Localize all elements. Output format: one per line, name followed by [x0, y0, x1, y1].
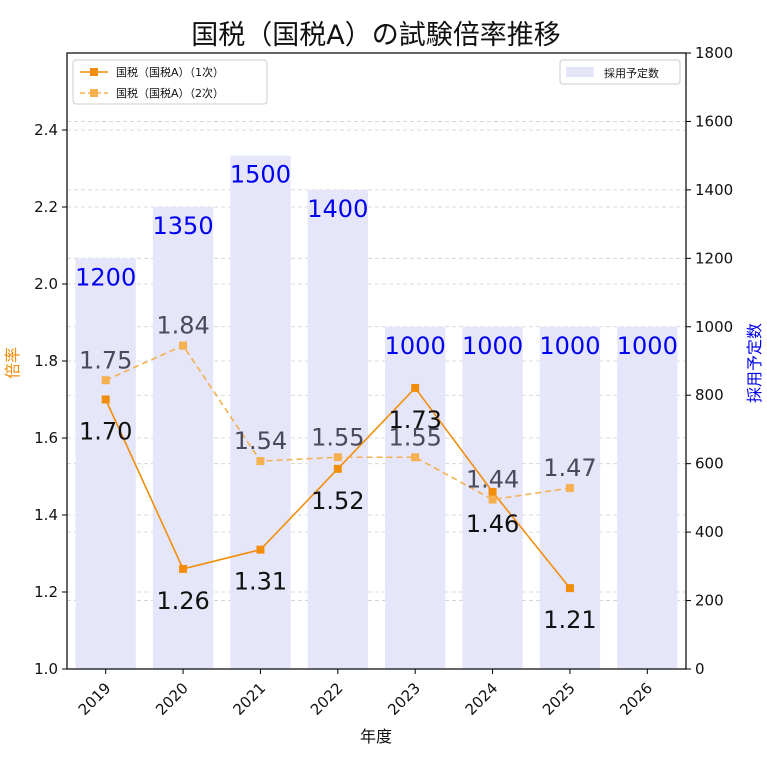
- bar-label-2024: 1000: [462, 332, 523, 360]
- bar-labels-group: 1200 1350 1500 1400 1000 1000 1000 1000: [75, 161, 678, 360]
- right-tick-label: 0: [695, 660, 705, 678]
- series-2-point-2021: [256, 457, 265, 466]
- left-axis: 1.0 1.2 1.4 1.6 1.8 2.0 2.2 2.4: [34, 121, 67, 678]
- x-tick-label-2020: 2020: [152, 679, 192, 719]
- series-1-point-2024: [488, 487, 497, 496]
- legend-marker-1: [90, 68, 98, 76]
- bar-2021: [230, 155, 291, 669]
- bar-label-2026: 1000: [617, 332, 678, 360]
- series-2-label-2025: 1.47: [543, 454, 596, 482]
- lines-group: [101, 341, 574, 593]
- legend-lines-box: [72, 59, 268, 105]
- legend-marker-2: [90, 89, 98, 97]
- bars-group: [75, 155, 678, 669]
- series-2-label-2021: 1.54: [234, 427, 287, 455]
- bar-2025: [539, 326, 601, 669]
- point-labels-group: 1.70 1.26 1.31 1.52 1.73 1.46 1.21 1.75 1.84 1.54…: [79, 312, 597, 635]
- series-1-label-2025: 1.21: [543, 606, 596, 634]
- x-tick-label-2022: 2022: [307, 679, 347, 719]
- bar-label-2020: 1350: [153, 212, 214, 240]
- series-2-label-2023: 1.55: [388, 423, 441, 451]
- series-2-label-2024: 1.44: [466, 466, 519, 494]
- left-tick-label: 2.0: [34, 275, 58, 293]
- series-1-label-2021: 1.31: [234, 568, 287, 596]
- bar-2020: [152, 207, 214, 669]
- left-tick-label: 1.6: [34, 429, 58, 447]
- right-axis-label: 採用予定数: [745, 323, 764, 403]
- left-tick-label: 2.2: [34, 198, 58, 216]
- legend-lines: 国税（国税A）（1次） 国税（国税A）（2次）: [72, 59, 268, 105]
- bar-label-2022: 1400: [307, 195, 368, 223]
- legend-bar-swatch: [566, 67, 594, 77]
- right-tick-label: 1800: [695, 44, 733, 62]
- series-2-point-2022: [333, 453, 342, 462]
- left-tick-label: 1.4: [34, 506, 58, 524]
- left-tick-label: 1.2: [34, 583, 58, 601]
- legend-label-2: 国税（国税A）（2次）: [116, 86, 224, 100]
- bar-2023: [385, 326, 446, 669]
- right-tick-label: 1600: [695, 112, 733, 130]
- left-tick-label: 1.0: [34, 660, 58, 678]
- x-tick-label-2019: 2019: [75, 679, 115, 719]
- left-tick-label: 2.4: [34, 121, 58, 139]
- right-tick-label: 1400: [695, 181, 733, 199]
- series-1-point-2023: [411, 383, 420, 392]
- bar-2022: [307, 189, 368, 669]
- legend-bar-label: 採用予定数: [604, 66, 659, 80]
- grid-lines: [67, 52, 686, 670]
- series-2-point-2023: [411, 453, 420, 462]
- right-tick-label: 1200: [695, 249, 733, 267]
- series-2-label-2022: 1.55: [311, 423, 364, 451]
- bar-label-2019: 1200: [75, 263, 136, 291]
- right-tick-label: 200: [695, 592, 724, 610]
- series-1-point-2019: [101, 395, 110, 404]
- series-1-label-2019: 1.70: [79, 418, 132, 446]
- chart-title: 国税（国税A）の試験倍率推移: [191, 20, 560, 51]
- bar-2026: [617, 326, 678, 669]
- series-2-point-2024: [488, 495, 497, 504]
- x-tick-label-2024: 2024: [462, 679, 502, 719]
- series-2-point-2020: [179, 341, 188, 350]
- series-1-point-2020: [179, 564, 188, 573]
- bar-label-2025: 1000: [539, 332, 600, 360]
- right-tick-label: 1000: [695, 318, 733, 336]
- x-axis: 2019 2020 2021 2022 2023 2024 2025 2026: [75, 669, 656, 719]
- left-axis-label: 倍率: [3, 347, 22, 379]
- left-tick-label: 1.8: [34, 352, 58, 370]
- series-1-label-2023: 1.73: [388, 406, 441, 434]
- bar-2019: [75, 258, 136, 669]
- series-1-point-2022: [333, 464, 342, 473]
- series-2-label-2020: 1.84: [156, 312, 209, 340]
- series-1-point-2021: [256, 545, 265, 554]
- series-1-label-2022: 1.52: [311, 487, 364, 515]
- bar-label-2021: 1500: [230, 161, 291, 189]
- series-1-label-2020: 1.26: [156, 587, 209, 615]
- legend-bars: 採用予定数: [559, 59, 681, 85]
- right-tick-label: 600: [695, 455, 724, 473]
- x-axis-label: 年度: [360, 727, 392, 746]
- right-tick-label: 400: [695, 523, 724, 541]
- series-2-label-2019: 1.75: [79, 346, 132, 374]
- x-tick-label-2021: 2021: [230, 679, 270, 719]
- x-tick-label-2023: 2023: [384, 679, 424, 719]
- x-tick-label-2026: 2026: [616, 679, 656, 719]
- series-1-point-2025: [565, 584, 574, 593]
- series-2-point-2019: [101, 376, 110, 385]
- bar-label-2023: 1000: [385, 332, 446, 360]
- right-tick-label: 800: [695, 386, 724, 404]
- series-1-label-2024: 1.46: [466, 510, 519, 538]
- series-2-point-2025: [565, 484, 574, 493]
- legend-bars-box: [559, 59, 681, 85]
- right-axis: 0 200 400 600 800 1000 1200 1400 1600 1800: [686, 44, 733, 678]
- legend-label-1: 国税（国税A）（1次）: [116, 65, 224, 79]
- x-tick-label-2025: 2025: [539, 679, 579, 719]
